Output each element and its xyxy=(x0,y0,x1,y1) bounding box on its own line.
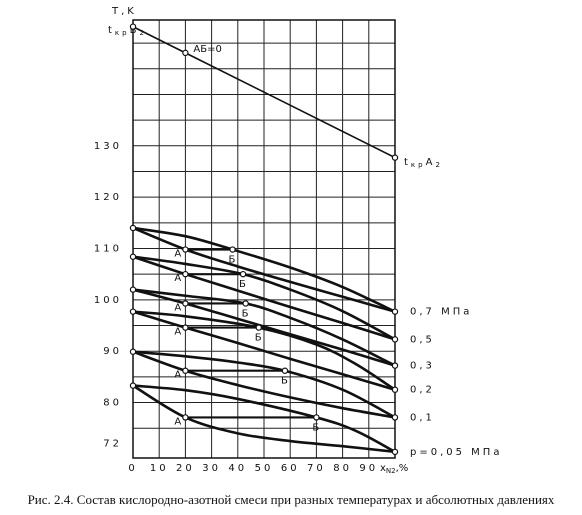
upper-curve xyxy=(132,226,396,313)
x-tick-label: 20 xyxy=(176,463,195,474)
tie-label-a: А xyxy=(174,249,181,260)
lower-curve xyxy=(132,288,396,367)
point xyxy=(391,448,399,456)
x-tick-label: 60 xyxy=(281,463,300,474)
point xyxy=(281,367,289,374)
pressure-label: 0,5 xyxy=(410,334,435,345)
point xyxy=(182,49,189,57)
tie-label-b: Б xyxy=(255,333,262,344)
plot-frame xyxy=(132,19,396,459)
caption: Рис. 2.4. Состав кислородно-азотной смес… xyxy=(28,492,555,507)
upper-curve xyxy=(132,255,396,341)
x-tick-label: 40 xyxy=(228,463,247,474)
tie-label-a: А xyxy=(174,370,181,381)
top-line-label: АБ=0 xyxy=(193,44,221,55)
pressure-label: 0,1 xyxy=(410,412,435,423)
lower-curve xyxy=(132,255,396,341)
y-tick-label: 110 xyxy=(94,243,122,254)
pressure-label: 0,7 МПа xyxy=(410,307,472,318)
x-tick-label: 10 xyxy=(150,463,169,474)
point xyxy=(129,308,137,315)
y-tick-label: 90 xyxy=(103,346,122,357)
upper-curve xyxy=(132,350,396,419)
tie-label-a: А xyxy=(174,273,181,284)
point xyxy=(129,253,137,260)
upper-curve xyxy=(132,288,396,367)
x-axis-label: xN2,% xyxy=(380,463,408,475)
point xyxy=(239,270,247,278)
x-tick-label: 0 xyxy=(128,463,137,474)
pressure-label: p=0,05 МПа xyxy=(410,447,502,458)
point xyxy=(391,154,399,161)
point xyxy=(391,414,399,421)
point xyxy=(391,362,399,369)
point xyxy=(129,224,137,232)
lower-curve xyxy=(132,384,396,454)
y-tick-label: 130 xyxy=(94,141,122,152)
point xyxy=(182,270,189,278)
tie-label-a: А xyxy=(174,327,181,338)
x-tick-label: 70 xyxy=(307,463,326,474)
tie-label-b: Б xyxy=(281,376,288,387)
y-axis-label: T,K xyxy=(111,6,137,17)
point xyxy=(129,382,137,389)
lower-curve xyxy=(132,350,396,419)
point xyxy=(229,246,236,253)
pressure-label: 0,3 xyxy=(410,361,435,372)
x-tick-label: 50 xyxy=(255,463,274,474)
y-tick-label: 100 xyxy=(94,295,122,306)
point xyxy=(182,246,189,253)
y-tick-label: 72 xyxy=(103,439,122,450)
tie-label-a: А xyxy=(174,416,181,427)
point xyxy=(255,324,262,331)
upper-curve xyxy=(132,310,396,391)
point xyxy=(182,414,189,421)
point xyxy=(391,386,399,393)
point xyxy=(242,300,249,307)
tie-label-b: Б xyxy=(239,279,246,290)
x-tick-label: 30 xyxy=(202,463,221,474)
point xyxy=(182,324,189,331)
tie-label-b: Б xyxy=(229,255,236,266)
top-line xyxy=(132,25,396,159)
tie-label-b: Б xyxy=(242,308,249,319)
tie-label-a: А xyxy=(174,302,181,313)
point xyxy=(129,23,137,30)
point xyxy=(182,367,189,374)
point xyxy=(129,286,137,293)
tie-label-b: Б xyxy=(312,422,319,433)
point xyxy=(182,300,189,307)
lower-curve xyxy=(132,310,396,391)
y-tick-label: 120 xyxy=(94,192,122,203)
y-tick-label: 80 xyxy=(103,398,122,409)
point xyxy=(313,414,320,421)
upper-curve xyxy=(132,384,396,453)
point xyxy=(129,348,137,355)
top-right-label: tкрA2 xyxy=(404,157,443,169)
pressure-label: 0,2 xyxy=(410,385,435,396)
x-tick-label: 80 xyxy=(333,463,352,474)
point xyxy=(391,308,399,315)
x-tick-label: 90 xyxy=(359,463,378,474)
point xyxy=(391,336,399,343)
lower-curve xyxy=(132,226,396,313)
